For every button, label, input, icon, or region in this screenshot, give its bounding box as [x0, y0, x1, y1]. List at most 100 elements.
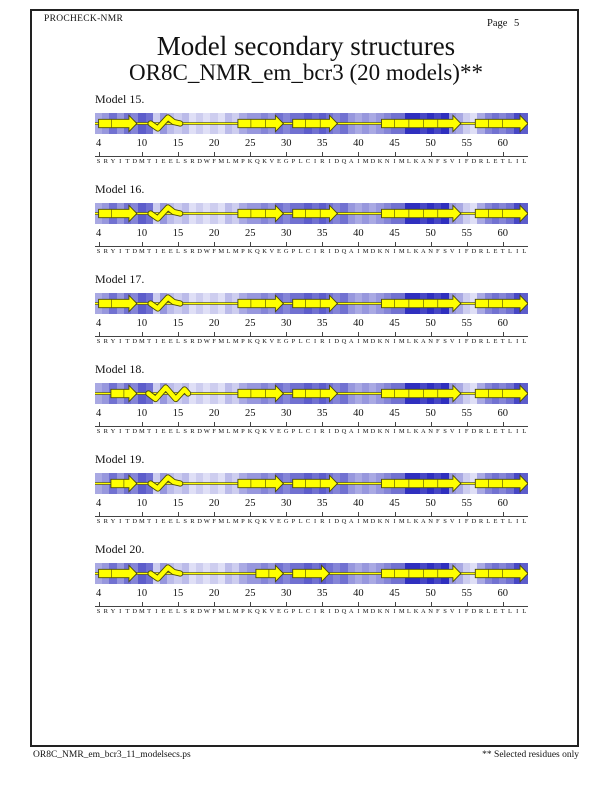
- residue-number: 30: [280, 228, 292, 239]
- sequence-letter: D: [197, 338, 202, 345]
- structure-band: [95, 563, 528, 584]
- sequence-letter: E: [161, 248, 166, 255]
- sequence-letter: P: [291, 158, 296, 165]
- sequence-letter: M: [398, 158, 405, 165]
- sequence-letter: I: [314, 428, 317, 435]
- sequence-letter: F: [464, 248, 469, 255]
- sequence-letter: M: [139, 608, 145, 615]
- sequence-letter: W: [203, 428, 210, 435]
- sequence-letter: S: [96, 158, 101, 165]
- sequence-letter: K: [247, 518, 253, 525]
- sequence-letter: L: [226, 518, 231, 525]
- residue-number: 10: [136, 228, 148, 239]
- sequence-letter: L: [486, 518, 491, 525]
- sequence-letter: T: [147, 158, 152, 165]
- sequence-letter: A: [348, 248, 354, 255]
- footer-note: ** Selected residues only: [482, 750, 579, 760]
- sequence-letter: M: [398, 428, 405, 435]
- residue-number: 15: [172, 138, 184, 149]
- sequence-letter: I: [155, 518, 158, 525]
- sequence-letter: G: [283, 608, 289, 615]
- sequence-letter: S: [96, 518, 101, 525]
- sequence-letter: L: [175, 608, 180, 615]
- sequence-letter: M: [218, 338, 225, 345]
- residue-number: 35: [317, 138, 328, 149]
- sequence-letter: Q: [341, 158, 347, 165]
- sequence-letter: D: [471, 158, 477, 165]
- sequence-letter: L: [298, 248, 303, 255]
- sequence-letter: R: [320, 518, 325, 525]
- model-label: Model 20.: [95, 542, 145, 556]
- sequence-letter: I: [314, 338, 317, 345]
- sequence-letter: S: [183, 248, 188, 255]
- sequence-letter: I: [155, 158, 158, 165]
- sequence-letter: D: [370, 158, 376, 165]
- residue-axis: [95, 152, 528, 157]
- sequence-letter: C: [305, 608, 311, 615]
- sequence-letter: R: [103, 338, 108, 345]
- sequence-letter: F: [464, 158, 469, 165]
- residue-number: 25: [244, 228, 256, 239]
- residue-number: 10: [136, 138, 148, 149]
- sequence-letter: K: [262, 158, 267, 165]
- sequence-letter: F: [212, 428, 216, 435]
- sequence-letter: A: [421, 338, 426, 345]
- sequence-letter: M: [362, 428, 369, 435]
- sequence-letter: K: [377, 248, 383, 255]
- sequence-letter: K: [247, 428, 253, 435]
- sequence-letter: T: [147, 338, 152, 345]
- sequence-letter: T: [147, 428, 152, 435]
- sequence-letter: D: [132, 518, 138, 525]
- sequence-letter: D: [370, 338, 376, 345]
- sequence-letter: Y: [110, 248, 116, 255]
- sequence-letter: A: [348, 338, 354, 345]
- sequence-letter: M: [232, 428, 239, 435]
- sequence-letter: L: [522, 428, 527, 435]
- residue-number: 20: [208, 588, 220, 599]
- sequence-letter: M: [232, 518, 239, 525]
- sequence-letter: C: [305, 428, 311, 435]
- sequence-letter: I: [458, 338, 461, 345]
- sequence-letter: R: [478, 248, 484, 255]
- sequence-letter: Q: [255, 158, 260, 165]
- sequence-letter: L: [522, 248, 527, 255]
- sequence-letter: T: [500, 608, 505, 615]
- sequence-letter: D: [334, 518, 340, 525]
- sequence-letter: D: [471, 608, 477, 615]
- residue-number: 35: [317, 318, 328, 329]
- sequence-letter: P: [241, 338, 245, 345]
- sequence-letter: T: [125, 518, 130, 525]
- sequence-letter: N: [384, 518, 390, 525]
- sequence-letter: E: [493, 518, 498, 525]
- sequence-letter: E: [493, 338, 498, 345]
- sequence-letter: K: [262, 248, 267, 255]
- sequence-letter: F: [212, 518, 216, 525]
- sequence-letter: K: [262, 428, 267, 435]
- residue-number: 25: [244, 588, 256, 599]
- sequence-letter: Q: [255, 608, 260, 615]
- sequence-letter: S: [183, 608, 188, 615]
- sequence-letter: S: [96, 428, 101, 435]
- sequence-letter: L: [406, 338, 411, 345]
- secondary-structure-graphic: [95, 294, 528, 313]
- residue-number: 60: [497, 408, 508, 419]
- sequence-letter: I: [393, 518, 396, 525]
- sequence-letter: P: [291, 338, 296, 345]
- secondary-structure-graphic: [95, 564, 528, 583]
- sequence-letter: A: [348, 158, 354, 165]
- sequence-letter: K: [413, 608, 419, 615]
- sequence-letter: N: [384, 608, 390, 615]
- sequence-letter: V: [269, 158, 275, 165]
- sequence-letter: R: [478, 338, 484, 345]
- residue-number: 25: [244, 318, 256, 329]
- sequence-letter: I: [516, 248, 519, 255]
- sequence-letter: S: [443, 518, 447, 525]
- residue-number: 45: [389, 498, 400, 509]
- structure-band: [95, 113, 528, 134]
- sequence-letter: S: [183, 158, 188, 165]
- sequence-letter: S: [443, 428, 447, 435]
